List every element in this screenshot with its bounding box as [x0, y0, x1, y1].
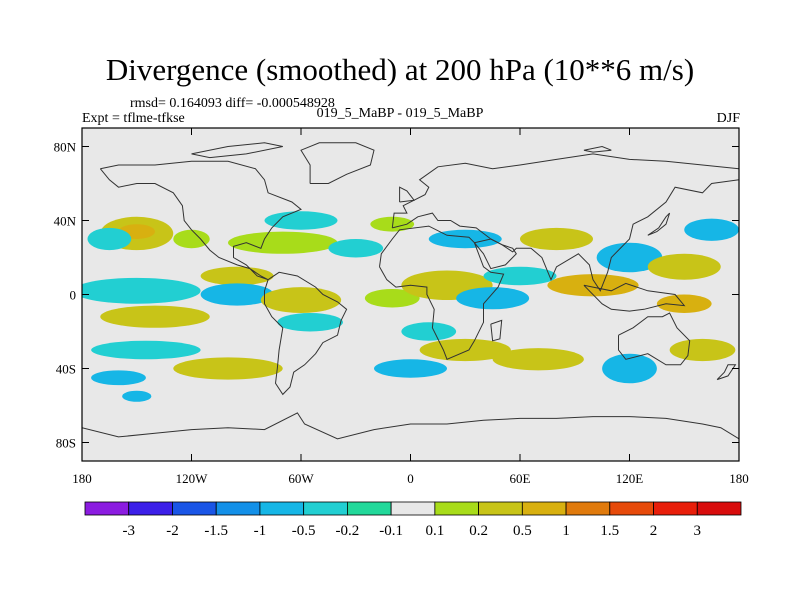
x-tick-label: 120E: [616, 471, 644, 486]
coastline: [490, 319, 503, 342]
field-patch: [91, 370, 146, 386]
coastline: [583, 282, 686, 312]
colorbar-box: [259, 501, 305, 516]
field-patch: [520, 227, 593, 251]
season-label: DJF: [716, 111, 740, 126]
field-patch: [428, 229, 502, 249]
colorbar-label: -1: [254, 523, 267, 539]
colorbar-label: 0.2: [469, 523, 488, 539]
colorbar-box: [434, 501, 480, 516]
coastline: [618, 312, 691, 366]
field-patch: [374, 359, 447, 378]
colorbar-box: [653, 501, 698, 516]
colorbar-box: [215, 501, 261, 516]
coastline: [583, 145, 612, 153]
field-patch: [260, 287, 342, 313]
field-patch: [364, 288, 420, 308]
field-patch: [82, 277, 201, 304]
coastline: [99, 160, 302, 281]
x-tick-label: 180: [72, 471, 92, 486]
field-patch: [669, 338, 736, 362]
x-tick-label: 60W: [288, 471, 314, 486]
field-patch: [328, 239, 384, 258]
y-tick-label: 80N: [54, 140, 77, 155]
field-patch: [228, 231, 338, 254]
colorbar-label: -2: [166, 523, 179, 539]
colorbar-label: 1: [562, 523, 570, 539]
field-patch: [100, 305, 210, 328]
x-tick-label: 120W: [176, 471, 209, 486]
field-patch: [547, 274, 639, 297]
coastline: [379, 225, 505, 360]
field-patch: [200, 266, 274, 286]
colorbar-label: -0.2: [336, 523, 360, 539]
field-patch: [483, 266, 557, 286]
field-patch: [173, 357, 283, 380]
colorbar-box: [303, 501, 348, 516]
field-patch: [602, 353, 657, 384]
case-label: 019_5_MaBP - 019_5_MaBP: [316, 106, 484, 121]
coastline: [391, 153, 739, 292]
field-patch: [596, 242, 663, 273]
y-tick-label: 0: [70, 288, 77, 303]
x-tick-label: 0: [407, 471, 414, 486]
coastline: [647, 212, 671, 236]
field-patch: [122, 390, 152, 402]
field-patch: [91, 340, 201, 360]
x-tick-label: 180: [729, 471, 749, 486]
colorbar-label: 0.1: [425, 523, 444, 539]
chart-title: Divergence (smoothed) at 200 hPa (10**6 …: [105, 52, 695, 87]
y-tick-label: 80S: [56, 436, 76, 451]
colorbar-label: 2: [650, 523, 658, 539]
coastline: [474, 238, 517, 270]
divergence-field: [82, 211, 739, 402]
colorbar-box: [565, 501, 611, 516]
colorbar-label: -0.5: [292, 523, 316, 539]
colorbar-box: [521, 501, 567, 516]
x-tick-label: 60E: [510, 471, 531, 486]
experiment-label: Expt = tflme-tfkse: [82, 111, 185, 126]
field-patch: [492, 348, 584, 371]
colorbar-label: -3: [122, 523, 135, 539]
coastline: [264, 271, 348, 396]
axes: 180 120W 60W 0 60E 120E 180 80N 40N 0 40S 80S: [54, 128, 749, 486]
colorbar: -3 -2 -1.5 -1 -0.5 -0.2 -0.1 0.1 0.2 0.5 1 1.5 2 3: [84, 501, 742, 539]
field-patch: [401, 322, 457, 341]
coastlines: [82, 142, 739, 461]
coastline: [300, 142, 375, 184]
colorbar-box: [84, 501, 130, 516]
y-tick-label: 40S: [56, 362, 76, 377]
colorbar-label: 0.5: [513, 523, 532, 539]
colorbar-label: -1.5: [204, 523, 228, 539]
field-patch: [647, 253, 721, 280]
colorbar-label: 1.5: [600, 523, 619, 539]
colorbar-box: [172, 501, 217, 516]
colorbar-box: [128, 501, 173, 516]
field-patch: [277, 313, 343, 332]
field-patch: [419, 338, 511, 362]
coastline: [191, 142, 283, 159]
field-patch: [684, 218, 739, 241]
coastline: [82, 412, 739, 461]
colorbar-box: [609, 501, 654, 516]
coastline: [716, 364, 737, 381]
colorbar-label: 3: [694, 523, 702, 539]
colorbar-box: [390, 501, 436, 516]
y-tick-label: 40N: [54, 214, 77, 229]
field-patch: [656, 294, 712, 313]
colorbar-box: [478, 501, 523, 516]
field-patch: [87, 227, 132, 251]
colorbar-box: [346, 501, 392, 516]
field-patch: [264, 211, 338, 230]
field-patch: [456, 287, 530, 310]
colorbar-label: -0.1: [379, 523, 403, 539]
field-patch: [173, 229, 210, 249]
colorbar-box: [696, 501, 742, 516]
rmsd-diff-stats: rmsd= 0.164093 diff= -0.000548928: [130, 96, 335, 111]
field-patch: [200, 283, 274, 306]
coastline: [399, 186, 416, 203]
